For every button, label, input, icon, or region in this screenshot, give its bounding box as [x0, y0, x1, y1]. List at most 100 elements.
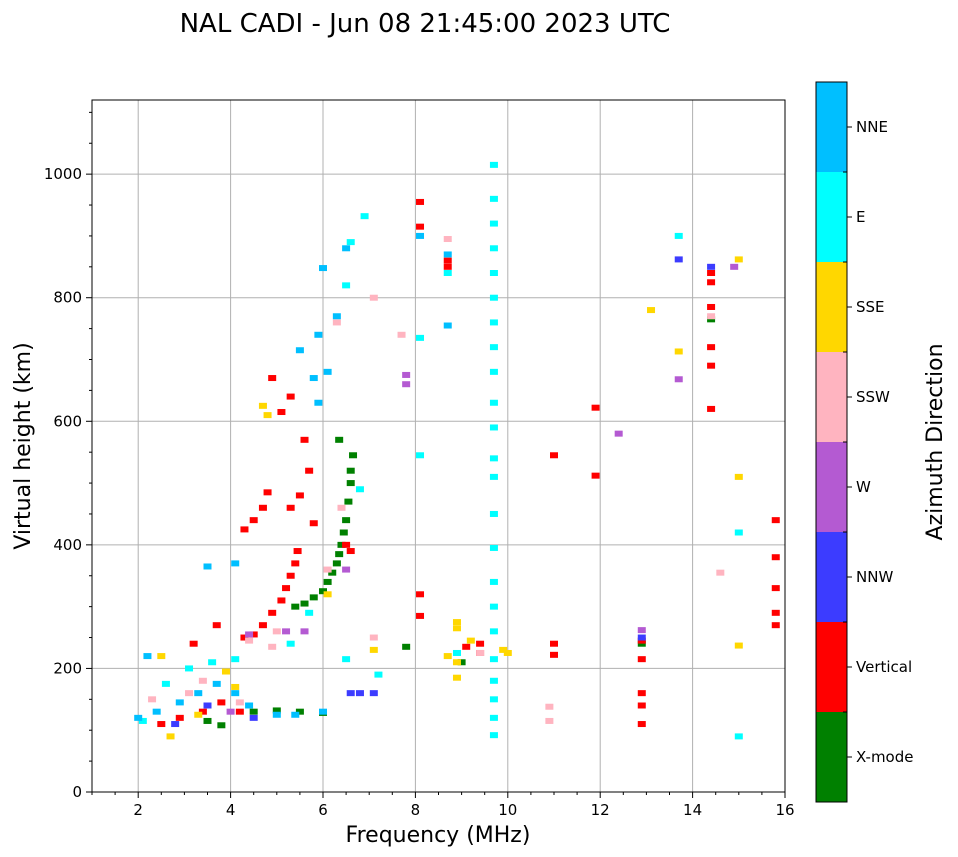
data-point [342, 656, 351, 663]
data-point [339, 529, 348, 536]
data-point [346, 239, 355, 246]
data-point [489, 294, 498, 301]
data-point [231, 683, 240, 690]
series-x-mode [203, 316, 716, 729]
data-point [235, 708, 244, 715]
data-point [707, 316, 716, 323]
data-point [305, 609, 314, 616]
y-axis-ticks: 0 200 400 600 800 1000 [44, 111, 92, 801]
y-axis-label: Virtual height (km) [11, 342, 36, 549]
data-point [323, 566, 332, 573]
data-point [489, 161, 498, 168]
data-point [342, 517, 351, 524]
data-point [309, 520, 318, 527]
data-point [591, 404, 600, 411]
data-point [489, 344, 498, 351]
data-point [346, 480, 355, 487]
x-tick-label: 2 [133, 801, 143, 819]
data-point [208, 659, 217, 666]
data-point [217, 699, 226, 706]
data-point [355, 690, 364, 697]
data-point [185, 665, 194, 672]
data-point [245, 702, 254, 709]
colorbar-tick-label: X-mode [856, 748, 913, 766]
x-tick-label: 16 [775, 801, 794, 819]
data-point [240, 634, 249, 641]
data-point [416, 334, 425, 341]
colorbar: X-mode Vertical NNW W SSW SSE E NNE [815, 81, 913, 803]
data-point [707, 405, 716, 412]
y-tick-label: 0 [72, 783, 82, 801]
data-point [300, 600, 309, 607]
colorbar-segment [816, 262, 847, 352]
series-vertical [157, 198, 780, 728]
data-point [476, 649, 485, 656]
data-point [489, 270, 498, 276]
data-point [300, 436, 309, 443]
data-point [674, 232, 683, 239]
data-point [245, 631, 254, 638]
data-point [452, 674, 461, 681]
data-point [466, 637, 475, 644]
data-point [674, 348, 683, 355]
data-point [272, 707, 281, 714]
data-point [369, 690, 378, 697]
data-point [707, 303, 716, 310]
data-point [309, 594, 318, 601]
data-point [637, 702, 646, 709]
data-point [277, 597, 286, 604]
data-point [489, 714, 498, 721]
y-tick-label: 800 [53, 289, 82, 307]
data-point [707, 344, 716, 351]
y-tick-label: 1000 [44, 165, 82, 183]
colorbar-segment [816, 442, 847, 532]
data-point [550, 452, 558, 459]
data-point [194, 690, 203, 697]
data-point [647, 307, 656, 314]
data-point [637, 656, 646, 663]
data-point [674, 376, 683, 383]
data-point [369, 646, 378, 653]
data-point [443, 251, 452, 258]
data-point [342, 282, 351, 289]
x-tick-label: 10 [498, 801, 517, 819]
data-point [489, 578, 498, 585]
data-point [457, 659, 466, 666]
data-point [416, 198, 425, 205]
data-point [268, 375, 277, 382]
data-point [452, 625, 461, 632]
data-point [203, 702, 212, 709]
data-point [489, 220, 498, 227]
data-point [203, 563, 212, 570]
x-axis-ticks: 2 4 6 8 10 12 14 16 [91, 792, 795, 819]
data-point [263, 489, 272, 496]
data-point [332, 560, 341, 567]
y-tick-label: 200 [53, 659, 82, 677]
x-axis-label: Frequency (MHz) [346, 823, 531, 848]
data-point [707, 279, 716, 286]
data-point [707, 263, 716, 270]
data-point [212, 622, 221, 629]
data-point [295, 492, 304, 499]
x-tick-label: 8 [411, 801, 421, 819]
data-point [452, 659, 461, 666]
data-point [152, 708, 161, 715]
data-point [319, 588, 327, 595]
series-sse [157, 256, 743, 740]
data-point [272, 628, 281, 635]
data-point [346, 690, 355, 697]
data-point [476, 640, 485, 647]
data-point [235, 699, 244, 706]
data-point [342, 566, 351, 573]
data-point [462, 643, 471, 650]
data-point [231, 690, 240, 697]
data-point [249, 631, 258, 638]
data-point [323, 591, 332, 598]
data-point [734, 733, 743, 740]
grid-lines [92, 100, 785, 792]
data-point [346, 467, 355, 474]
x-tick-label: 14 [683, 801, 702, 819]
data-point [332, 319, 341, 326]
data-point [337, 541, 346, 548]
